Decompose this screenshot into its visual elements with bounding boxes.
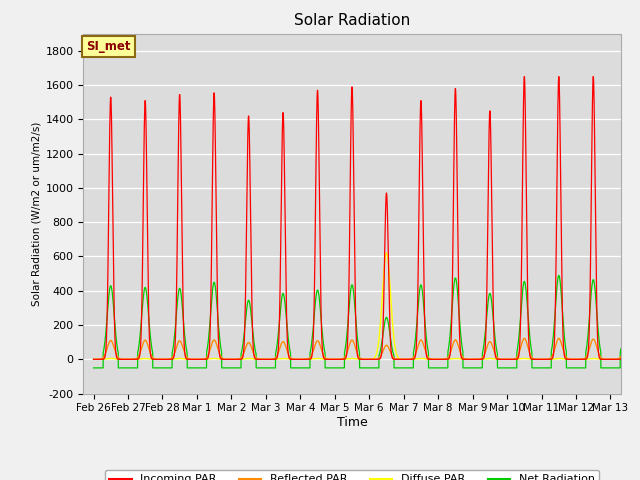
Text: SI_met: SI_met — [86, 40, 131, 53]
Y-axis label: Solar Radiation (W/m2 or um/m2/s): Solar Radiation (W/m2 or um/m2/s) — [31, 121, 41, 306]
X-axis label: Time: Time — [337, 416, 367, 429]
Title: Solar Radiation: Solar Radiation — [294, 13, 410, 28]
Legend: Incoming PAR, Reflected PAR, Diffuse PAR, Net Radiation: Incoming PAR, Reflected PAR, Diffuse PAR… — [105, 470, 599, 480]
